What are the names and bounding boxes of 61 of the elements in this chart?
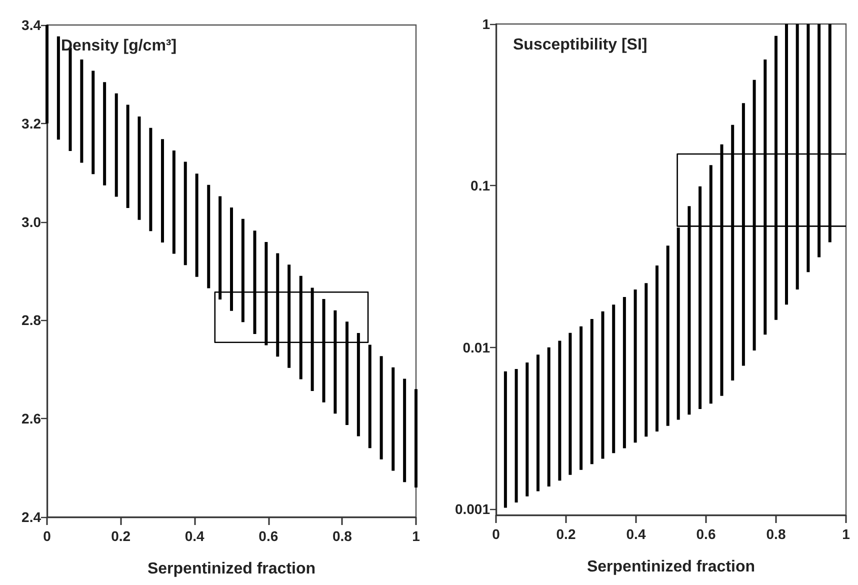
y-tick-label: 2.6: [22, 410, 42, 427]
bar: [56, 36, 60, 140]
x-tick-label: 1: [842, 526, 850, 542]
bar: [368, 344, 372, 448]
y-tick-label: 0.001: [454, 501, 490, 518]
x-tick-label: 0.6: [696, 526, 716, 542]
bar: [656, 266, 658, 432]
bar: [380, 356, 383, 460]
bar: [590, 318, 594, 464]
bar: [172, 150, 176, 254]
bar: [92, 70, 95, 174]
x-tick-label: 0.6: [258, 528, 278, 544]
bar: [103, 82, 106, 186]
y-tick-label: 1: [482, 16, 490, 32]
bar: [526, 362, 529, 496]
bar: [644, 283, 648, 437]
bar: [547, 347, 550, 487]
bar: [160, 139, 164, 242]
bar: [601, 311, 604, 459]
x-tick-label: 0.8: [332, 528, 352, 544]
x-tick-label: 0.4: [626, 526, 646, 542]
x-tick-label: 0.4: [184, 528, 205, 544]
x-tick-label: 0.2: [111, 528, 131, 544]
y-tick-label: 3.0: [22, 214, 42, 230]
y-tick-label: 3.4: [22, 17, 42, 33]
x-axis-title: Serpentinized fraction: [147, 560, 316, 578]
bar: [46, 25, 48, 124]
y-tick-label: 3.2: [22, 115, 42, 132]
bar: [392, 367, 395, 471]
bar: [207, 184, 210, 288]
bar: [126, 104, 130, 208]
text: Density [g/cm³]: [61, 38, 177, 54]
bar: [149, 128, 152, 232]
bar: [536, 354, 540, 492]
bar: [622, 297, 626, 448]
y-tick-label: 0.01: [462, 339, 490, 356]
bar: [184, 162, 187, 266]
bar: [568, 332, 572, 475]
y-tick-label: 2.4: [22, 509, 42, 525]
bar: [403, 378, 406, 482]
bar: [114, 93, 118, 197]
bar: [504, 371, 507, 508]
bar: [195, 174, 198, 277]
bar: [138, 116, 141, 220]
x-tick-label: 0: [43, 528, 52, 544]
x-axis-title: Serpentinized fraction: [586, 558, 756, 576]
x-tick-label: 0.8: [766, 526, 786, 542]
text: Susceptibility [SI]: [513, 36, 648, 54]
bar: [612, 304, 616, 454]
bar: [80, 59, 84, 163]
x-tick-label: 1: [412, 528, 420, 544]
bar: [666, 246, 670, 426]
x-tick-label: 0.2: [556, 526, 576, 542]
bar: [580, 326, 583, 470]
bar: [414, 389, 418, 488]
y-tick-label: 2.8: [22, 312, 42, 328]
y-tick-label: 0.1: [470, 178, 490, 194]
bar: [634, 290, 637, 443]
bar: [558, 340, 562, 481]
x-tick-label: 0: [492, 526, 500, 542]
bar: [514, 369, 518, 502]
